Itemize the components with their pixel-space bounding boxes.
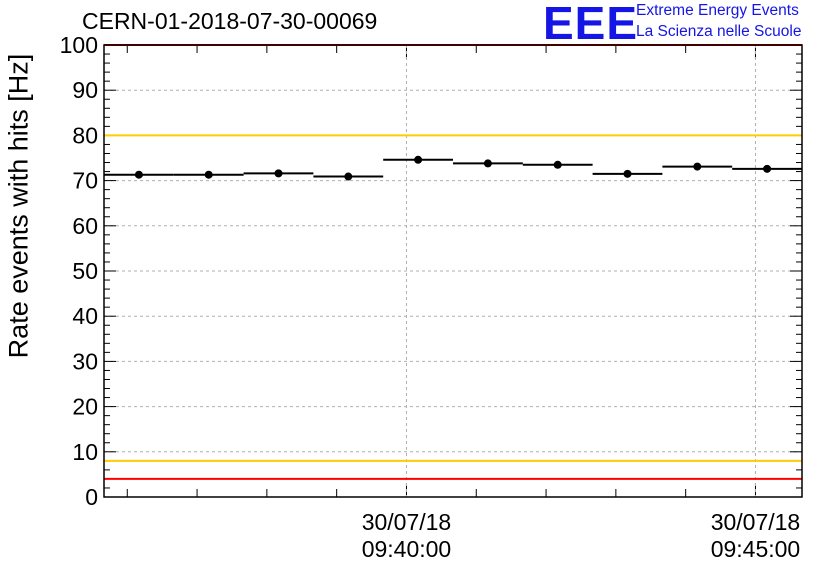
data-point: [414, 155, 423, 164]
y-tick-label: 80: [72, 122, 98, 148]
data-point: [344, 172, 353, 181]
y-tick-label: 100: [60, 32, 98, 58]
logo-line-2: La Scienza nelle Scuole: [636, 23, 802, 40]
data-point: [763, 164, 772, 173]
data-point: [483, 159, 492, 168]
logo-line-1: Extreme Energy Events: [636, 2, 799, 19]
eee-logo: EEE: [543, 0, 639, 49]
y-tick-label: 70: [72, 168, 98, 194]
data-point: [623, 169, 632, 178]
data-point: [553, 160, 562, 169]
x-tick-label-date: 30/07/18: [711, 509, 801, 535]
y-tick-label: 40: [72, 303, 98, 329]
data-point: [134, 170, 143, 179]
y-tick-label: 60: [72, 213, 98, 239]
x-tick-label-time: 09:45:00: [711, 536, 801, 562]
x-tick-label-time: 09:40:00: [362, 536, 452, 562]
data-point: [693, 162, 702, 171]
y-tick-label: 10: [72, 439, 98, 465]
plot-frame: [103, 44, 803, 498]
x-tick-label-date: 30/07/18: [362, 509, 452, 535]
chart-title: CERN-01-2018-07-30-00069: [82, 8, 378, 34]
y-tick-label: 20: [72, 394, 98, 420]
data-point: [204, 170, 213, 179]
y-tick-label: 0: [85, 484, 98, 510]
y-tick-label: 50: [72, 258, 98, 284]
y-tick-label: 30: [72, 348, 98, 374]
data-point: [274, 169, 283, 178]
y-tick-label: 90: [72, 77, 98, 103]
